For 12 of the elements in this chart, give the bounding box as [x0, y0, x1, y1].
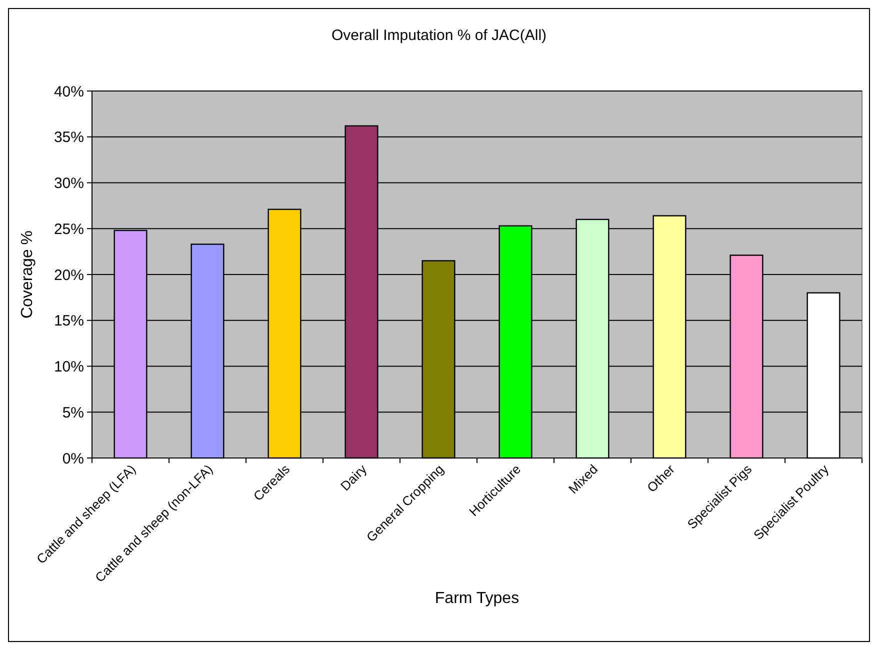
x-axis-title: Farm Types [434, 590, 520, 607]
y-tick-label: 30% [54, 175, 84, 192]
y-tick-label: 0% [62, 450, 84, 468]
y-tick-label: 35% [54, 129, 84, 146]
y-tick-label: 20% [54, 266, 84, 284]
y-tick-label: 10% [54, 358, 84, 376]
y-tick-label: 25% [54, 220, 84, 238]
y-tick-label: 5% [62, 404, 84, 422]
y-axis-title: Coverage % [19, 230, 36, 319]
chart-title: Overall Imputation % of JAC(All) [331, 27, 547, 44]
y-tick-label: 40% [54, 83, 84, 100]
y-tick-label: 15% [54, 312, 84, 330]
